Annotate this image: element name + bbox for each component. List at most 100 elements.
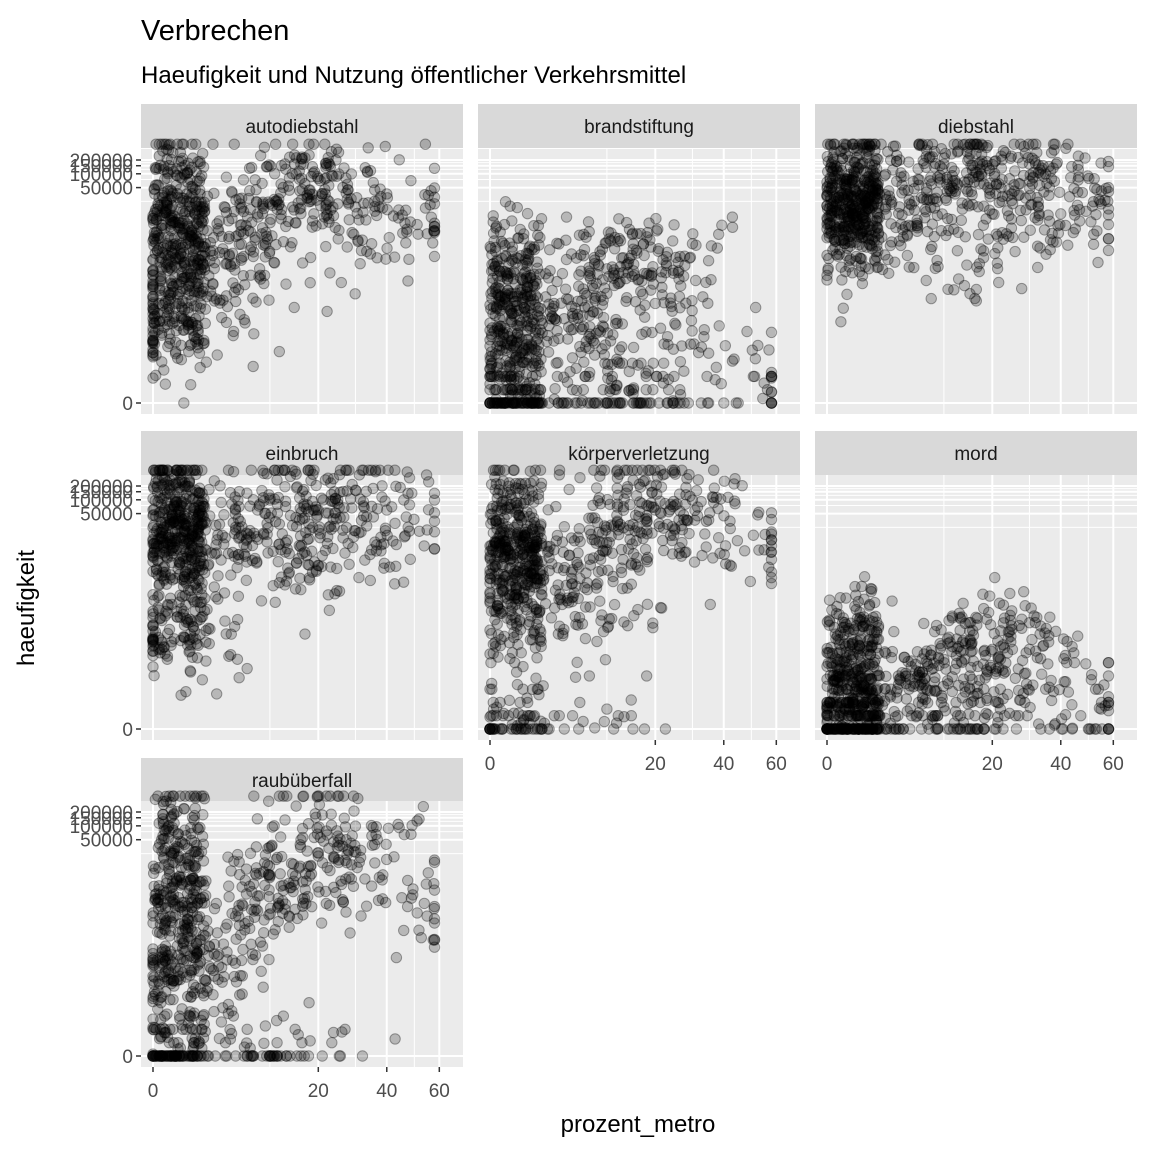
data-point bbox=[188, 300, 200, 312]
data-point bbox=[289, 217, 301, 229]
data-point bbox=[220, 290, 233, 302]
data-point bbox=[192, 156, 204, 168]
data-point bbox=[572, 547, 584, 559]
data-point bbox=[677, 270, 690, 282]
data-point bbox=[174, 146, 187, 159]
data-point bbox=[484, 384, 496, 396]
data-point bbox=[321, 305, 333, 318]
data-point bbox=[198, 241, 210, 253]
data-point bbox=[1102, 244, 1115, 257]
data-point bbox=[592, 566, 605, 578]
data-point bbox=[191, 257, 203, 269]
data-point bbox=[151, 162, 163, 174]
data-point bbox=[184, 267, 197, 280]
data-point bbox=[997, 233, 1010, 245]
data-point bbox=[159, 173, 171, 185]
data-point bbox=[168, 216, 181, 228]
data-point bbox=[623, 223, 636, 236]
data-point bbox=[626, 357, 639, 369]
data-point bbox=[1047, 236, 1059, 248]
data-point bbox=[230, 281, 242, 294]
data-point bbox=[180, 205, 192, 218]
data-point bbox=[157, 202, 169, 215]
data-point bbox=[487, 696, 499, 709]
data-point bbox=[282, 215, 294, 228]
data-point bbox=[498, 630, 510, 642]
data-point bbox=[418, 540, 430, 552]
data-point bbox=[279, 495, 292, 507]
data-point bbox=[245, 161, 258, 174]
data-point bbox=[187, 324, 199, 336]
data-point bbox=[188, 233, 200, 245]
data-point bbox=[955, 214, 968, 227]
data-point bbox=[331, 198, 344, 210]
data-point bbox=[151, 205, 164, 218]
data-point bbox=[381, 504, 393, 516]
data-point bbox=[212, 570, 224, 582]
data-point bbox=[147, 254, 159, 266]
data-point bbox=[311, 171, 324, 183]
data-point bbox=[212, 225, 225, 237]
data-point bbox=[630, 489, 643, 502]
data-point bbox=[1024, 182, 1036, 195]
data-point bbox=[549, 584, 562, 597]
data-point bbox=[1091, 225, 1103, 237]
data-point bbox=[164, 240, 177, 252]
data-point bbox=[304, 277, 316, 289]
facet-label: einbruch bbox=[266, 444, 339, 465]
data-point bbox=[550, 357, 562, 369]
data-point bbox=[610, 717, 623, 729]
data-point bbox=[921, 193, 934, 205]
data-point bbox=[226, 185, 238, 198]
data-point bbox=[179, 238, 192, 251]
data-point bbox=[304, 524, 316, 536]
data-point bbox=[486, 683, 498, 695]
data-point bbox=[158, 206, 170, 219]
data-point bbox=[583, 670, 596, 682]
data-point bbox=[302, 464, 314, 476]
data-point bbox=[527, 512, 540, 524]
data-point bbox=[509, 477, 522, 490]
data-point bbox=[176, 152, 189, 165]
data-point bbox=[822, 165, 834, 178]
data-point bbox=[147, 312, 159, 325]
data-point bbox=[702, 347, 715, 359]
data-point bbox=[299, 546, 311, 558]
data-point bbox=[187, 191, 199, 204]
data-point bbox=[566, 352, 579, 364]
data-point bbox=[198, 206, 211, 218]
data-point bbox=[320, 203, 332, 215]
data-point bbox=[295, 583, 307, 596]
data-point bbox=[306, 221, 318, 233]
data-point bbox=[322, 589, 335, 601]
data-point bbox=[294, 185, 306, 197]
data-point bbox=[935, 225, 948, 237]
data-point bbox=[393, 204, 405, 216]
data-point bbox=[361, 245, 373, 258]
data-point bbox=[489, 636, 501, 649]
data-point bbox=[758, 377, 770, 389]
data-point bbox=[305, 193, 318, 206]
y-tick-label: 200000 bbox=[70, 151, 133, 172]
data-point bbox=[636, 464, 649, 476]
data-point bbox=[574, 696, 586, 709]
data-point bbox=[199, 303, 212, 315]
data-point bbox=[258, 202, 270, 215]
data-point bbox=[176, 241, 189, 254]
data-point bbox=[400, 511, 412, 523]
data-point bbox=[307, 167, 320, 180]
data-point bbox=[484, 568, 496, 580]
data-point bbox=[180, 283, 192, 295]
data-point bbox=[698, 330, 710, 343]
data-point bbox=[172, 239, 184, 251]
data-point bbox=[1090, 208, 1102, 221]
data-point bbox=[1073, 171, 1085, 183]
data-point bbox=[488, 235, 500, 247]
data-point bbox=[155, 252, 168, 265]
data-point bbox=[412, 228, 424, 240]
data-point bbox=[252, 533, 264, 546]
data-point bbox=[147, 343, 159, 356]
data-point bbox=[163, 302, 176, 315]
data-point bbox=[213, 246, 226, 259]
data-point bbox=[195, 582, 207, 595]
